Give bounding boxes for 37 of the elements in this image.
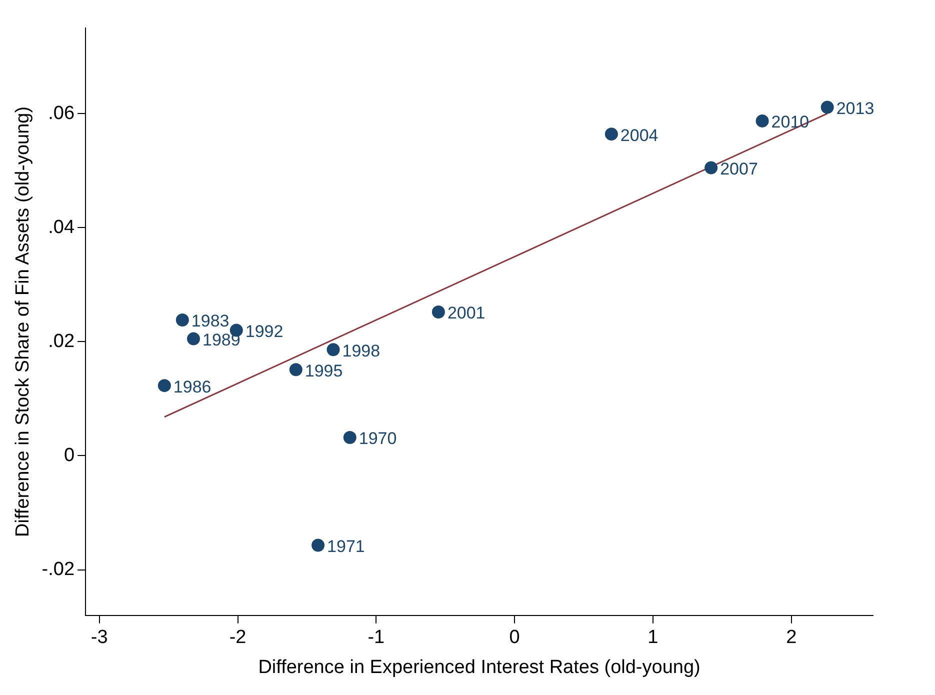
annotation: 1983 xyxy=(191,312,230,331)
x-tick-label: -2 xyxy=(229,627,246,648)
point xyxy=(432,306,445,319)
y-tick-label: .02 xyxy=(48,330,75,352)
annotation: 1995 xyxy=(304,361,343,380)
x-tick-label: 2 xyxy=(786,627,797,648)
x-axis-title: Difference in Experienced Interest Rates (old-young) xyxy=(258,656,700,678)
x-tick-label: 0 xyxy=(509,627,520,648)
annotation: 1970 xyxy=(358,429,397,448)
point xyxy=(186,332,200,346)
annotation: 2013 xyxy=(836,98,874,118)
annotation: 2010 xyxy=(771,112,810,132)
point xyxy=(289,363,302,376)
y-tick-label: .04 xyxy=(48,216,75,238)
annotation: 1971 xyxy=(327,536,365,556)
point xyxy=(820,100,834,114)
y-tick-label: .06 xyxy=(48,102,75,124)
annotation: 1998 xyxy=(342,341,380,360)
point xyxy=(326,343,340,356)
annotation: 1992 xyxy=(245,322,284,341)
y-tick-label: -.02 xyxy=(42,559,75,580)
x-tick-label: -1 xyxy=(368,627,385,648)
point xyxy=(756,114,769,128)
annotation: 1986 xyxy=(173,377,212,396)
point xyxy=(604,128,618,141)
annotation: 2001 xyxy=(447,304,486,323)
point xyxy=(158,379,171,392)
point xyxy=(312,538,325,552)
y-axis-title: Difference in Stock Share of Fin Assets (old-young) xyxy=(12,106,34,537)
annotation: 2007 xyxy=(720,159,758,178)
point xyxy=(704,161,718,174)
point xyxy=(176,313,189,326)
point xyxy=(343,430,356,444)
annotation: 2004 xyxy=(620,126,658,145)
y-tick-label: 0 xyxy=(64,444,75,466)
x-tick-label: -3 xyxy=(90,627,108,648)
x-tick-label: 1 xyxy=(648,627,658,648)
